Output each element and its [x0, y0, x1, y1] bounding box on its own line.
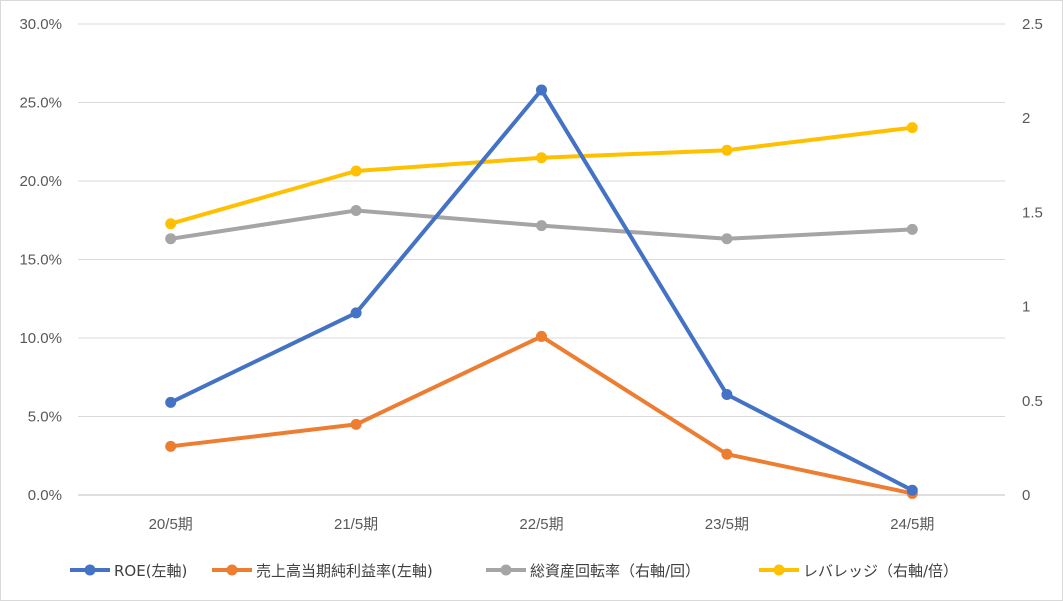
data-point [350, 307, 362, 319]
legend-label: 売上高当期純利益率(左軸) [256, 562, 433, 580]
data-point [906, 122, 918, 134]
x-axis-tick-label: 23/5期 [705, 516, 749, 533]
x-axis-tick-label: 21/5期 [334, 516, 378, 533]
legend-swatch-marker [500, 564, 512, 576]
data-point [165, 440, 177, 452]
legend-item: 売上高当期純利益率(左軸) [212, 562, 433, 580]
data-point [721, 144, 733, 156]
right-axis-tick-label: 2.5 [1022, 16, 1043, 33]
data-point [536, 84, 547, 96]
legend: ROE(左軸) 売上高当期純利益率(左軸) 総資産回転率（右軸/回） レバレッジ（右軸… [70, 562, 958, 580]
legend-swatch-marker [84, 564, 96, 576]
right-axis-tick-label: 0.5 [1022, 393, 1043, 410]
data-point [536, 220, 547, 232]
left-axis-tick-label: 0.0% [28, 487, 62, 504]
legend-item: レバレッジ（右軸/倍） [759, 562, 958, 580]
right-axis-tick-label: 2 [1022, 110, 1030, 127]
legend-swatch-marker [226, 564, 238, 576]
legend-swatch-marker [773, 564, 785, 576]
data-point [721, 233, 733, 245]
legend-item: 総資産回転率（右軸/回） [486, 562, 700, 580]
legend-label: ROE(左軸) [114, 562, 187, 580]
series-line [168, 125, 915, 226]
legend-label: 総資産回転率（右軸/回） [530, 562, 700, 580]
x-axis: 20/5期 21/5期 22/5期 23/5期 24/5期 [149, 516, 935, 533]
data-point [350, 165, 362, 177]
data-point [536, 330, 547, 342]
series-group [165, 205, 918, 245]
data-point [350, 205, 362, 217]
right-y-axis: 0 0.5 1 1.5 2 2.5 [1022, 16, 1043, 504]
data-point [165, 218, 177, 230]
left-axis-tick-label: 5.0% [28, 409, 62, 426]
data-point [721, 448, 733, 460]
x-axis-tick-label: 20/5期 [149, 516, 193, 533]
series-group [165, 330, 918, 499]
left-axis-tick-label: 15.0% [19, 252, 62, 269]
data-point [350, 418, 362, 430]
left-axis-tick-label: 30.0% [19, 16, 62, 33]
right-axis-tick-label: 0 [1022, 487, 1030, 504]
left-axis-tick-label: 20.0% [19, 173, 62, 190]
series-layer [165, 84, 918, 499]
right-axis-tick-label: 1.5 [1022, 204, 1043, 221]
data-point [536, 152, 547, 164]
left-axis-tick-label: 10.0% [19, 330, 62, 347]
legend-item: ROE(左軸) [70, 562, 187, 580]
legend-label: レバレッジ（右軸/倍） [803, 562, 958, 580]
right-axis-tick-label: 1 [1022, 299, 1030, 316]
data-point [721, 389, 733, 401]
data-point [906, 484, 918, 496]
left-y-axis: 0.0% 5.0% 10.0% 15.0% 20.0% 25.0% 30.0% [19, 16, 62, 504]
x-axis-tick-label: 22/5期 [519, 516, 563, 533]
data-point [165, 233, 177, 245]
gridlines [78, 23, 1005, 496]
series-line [168, 87, 915, 493]
data-point [165, 396, 177, 408]
series-line [168, 334, 915, 496]
data-point [906, 223, 918, 235]
left-axis-tick-label: 25.0% [19, 95, 62, 112]
series-group [165, 84, 918, 496]
x-axis-tick-label: 24/5期 [890, 516, 934, 533]
series-group [165, 122, 918, 230]
